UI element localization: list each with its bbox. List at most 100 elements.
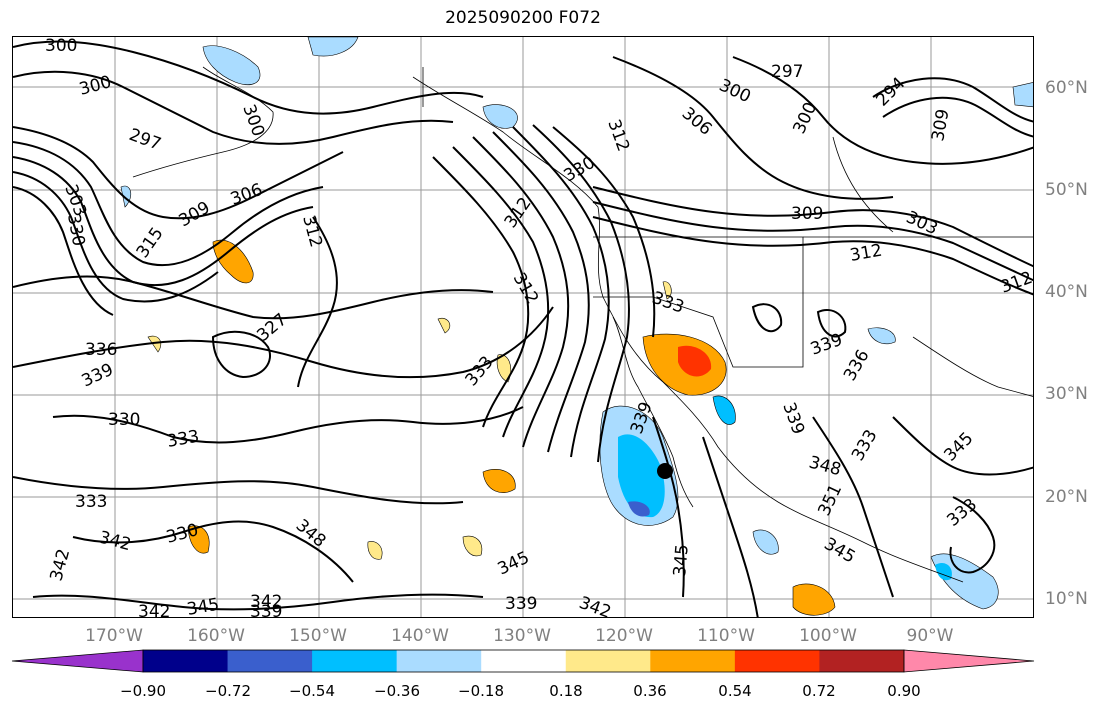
fill-positive-region: [437, 317, 451, 334]
contour-label: 309: [791, 204, 823, 224]
fill-positive-region: [496, 354, 512, 383]
contour-label: 300: [238, 102, 268, 139]
contour-lines: [13, 40, 1033, 617]
storm-center-icon[interactable]: [657, 463, 673, 479]
contour-label: 345: [670, 543, 693, 577]
contour-label-group: 300 300 297 303 330 306 309 315 312 327 …: [45, 37, 1033, 618]
contour-label: 336: [840, 346, 874, 384]
contour-label: 339: [505, 594, 537, 614]
colorbar-tick-label: −0.36: [374, 682, 420, 700]
colorbar-tick-label: 0.90: [887, 682, 921, 700]
lon-label-150w: 150°W: [289, 626, 347, 646]
lon-label-110w: 110°W: [697, 626, 755, 646]
colorbar-tick-label: 0.72: [802, 682, 836, 700]
lat-label-50n: 50°N: [1045, 180, 1088, 200]
fill-negative-region: [712, 395, 736, 425]
lon-label-100w: 100°W: [799, 626, 857, 646]
fill-positive-region: [147, 335, 162, 353]
colorbar-segment: [227, 650, 313, 672]
contour-label: 339: [79, 360, 117, 392]
fill-negative-region: [482, 104, 518, 129]
fill-positive-region: [662, 281, 672, 300]
contour-label: 342: [97, 528, 134, 556]
lon-label-90w: 90°W: [906, 626, 954, 646]
colorbar-segment: [734, 650, 820, 672]
contour-label: 312: [509, 270, 543, 308]
lat-label-40n: 40°N: [1045, 282, 1088, 302]
contour-label: 345: [940, 428, 977, 465]
colorbar-segment: [312, 650, 398, 672]
contour-label: 300: [45, 37, 77, 56]
contour-label: 312: [848, 241, 883, 266]
contour-label: 345: [821, 534, 859, 568]
colorbar-segment: [396, 650, 482, 672]
graticule: [13, 37, 1033, 617]
colorbar-segment: [143, 650, 229, 672]
contour-label: 333: [165, 427, 200, 452]
contour-label: 300: [789, 99, 821, 137]
contour-label: 339: [778, 400, 808, 437]
lon-label-120w: 120°W: [595, 626, 653, 646]
contour-label: 342: [138, 602, 170, 618]
fill-negative-region: [120, 185, 132, 208]
contour-label: 333: [75, 492, 107, 512]
fill-positive-region: [462, 535, 483, 557]
fill-positive-region: [678, 345, 712, 377]
map-panel[interactable]: 300 300 297 303 330 306 309 315 312 327 …: [12, 36, 1034, 618]
colorbar-tick-label: −0.90: [120, 682, 166, 700]
fill-negative-region: [867, 327, 896, 345]
lat-label-60n: 60°N: [1045, 78, 1088, 98]
map-canvas[interactable]: 300 300 297 303 330 306 309 315 312 327 …: [13, 37, 1034, 618]
contour-label: 309: [176, 198, 214, 232]
contour-label: 333: [943, 495, 981, 531]
anomaly-fills: [120, 37, 1033, 616]
fill-negative-region: [307, 37, 359, 57]
contour-label: 300: [77, 72, 114, 100]
contour-label: 339: [250, 602, 282, 618]
colorbar-tick-label: −0.18: [458, 682, 504, 700]
lon-label-130w: 130°W: [493, 626, 551, 646]
colorbar-segment: [565, 650, 651, 672]
colorbar-outline: [142, 649, 905, 673]
fill-positive-region: [482, 469, 516, 493]
colorbar-tick-label: 0.36: [633, 682, 667, 700]
contour-label: 333: [848, 426, 882, 464]
contour-label: 306: [678, 104, 716, 140]
contour-label: 327: [253, 310, 291, 346]
fill-negative-region: [628, 501, 650, 517]
contour-label: 312: [603, 117, 633, 154]
contour-label: 309: [928, 107, 953, 142]
colorbar-segment: [819, 650, 905, 672]
contour-label: 297: [126, 125, 163, 155]
contour-label: 312: [298, 213, 326, 250]
contour-label: 342: [250, 592, 282, 612]
colorbar-segments: [11, 649, 1035, 673]
contour-label: 330: [108, 410, 140, 430]
colorbar-tick-label: −0.54: [289, 682, 335, 700]
contour-label: 297: [771, 62, 803, 82]
contour-label: 351: [814, 481, 846, 519]
lon-label-140w: 140°W: [391, 626, 449, 646]
contour-label: 345: [185, 595, 220, 618]
colorbar-segment: [481, 650, 567, 672]
contour-label: 342: [47, 547, 75, 584]
fill-positive-region: [792, 583, 836, 616]
lat-label-30n: 30°N: [1045, 384, 1088, 404]
fill-negative-region: [618, 434, 665, 518]
lon-label-160w: 160°W: [187, 626, 245, 646]
fill-negative-region: [1012, 82, 1033, 108]
contour-label: 333: [462, 352, 498, 390]
contour-label: 345: [495, 548, 533, 580]
fill-negative-region: [202, 45, 261, 86]
page-title: 2025090200 F072: [445, 8, 601, 28]
contour-label: 348: [292, 516, 330, 552]
colorbar-extend-high: [903, 649, 1035, 673]
colorbar-tick-label: 0.54: [718, 682, 752, 700]
contour-label: 306: [228, 180, 265, 210]
contour-label: 342: [576, 593, 613, 618]
lat-label-20n: 20°N: [1045, 487, 1088, 507]
colorbar-tick-label: 0.18: [549, 682, 583, 700]
contour-label: 336: [85, 340, 117, 360]
colorbar-extend-low: [11, 649, 144, 673]
lat-label-10n: 10°N: [1045, 589, 1088, 609]
